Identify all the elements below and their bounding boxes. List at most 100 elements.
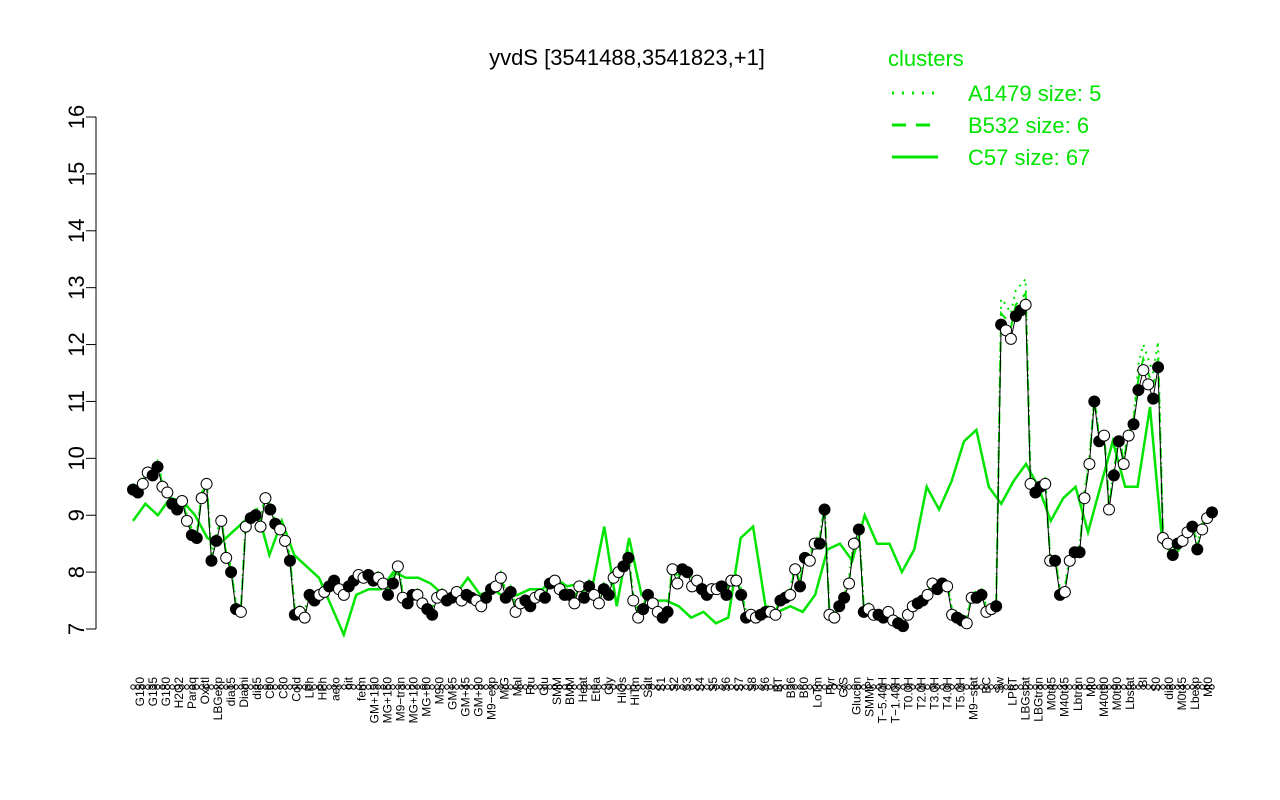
x-tick-label: SMM <box>550 677 564 705</box>
x-rug-mark <box>1091 684 1097 690</box>
x-tick-label: T3.0H <box>928 677 942 710</box>
x-rug-mark <box>159 684 166 690</box>
x-rug-mark <box>238 684 244 690</box>
x-tick-label: T−1.40H <box>888 677 902 723</box>
x-rug-mark <box>610 684 617 690</box>
x-rug-mark <box>704 684 710 690</box>
data-point <box>990 600 1003 613</box>
x-tick-label: Lbexp <box>1188 677 1202 710</box>
x-rug-mark <box>1199 684 1205 690</box>
x-rug-mark <box>782 684 789 690</box>
data-point <box>259 492 272 505</box>
x-rug-mark <box>1037 684 1044 690</box>
x-rug-mark <box>807 684 813 690</box>
x-rug-mark <box>905 684 911 690</box>
data-point <box>1107 469 1120 482</box>
x-rug-mark <box>664 684 671 690</box>
x-tick-label: Paraq <box>185 677 199 709</box>
x-rug-mark <box>674 684 681 690</box>
x-rug-mark <box>1106 684 1112 690</box>
x-tick-label: T0.0H <box>901 677 915 710</box>
x-tick-label: T−5.40H <box>875 677 889 723</box>
data-point <box>161 486 174 499</box>
x-tick-label: G180 <box>159 677 173 707</box>
x-tick-label: dia5 <box>250 677 264 700</box>
x-rug-mark <box>1135 684 1142 690</box>
data-point <box>818 503 831 516</box>
x-rug-mark <box>130 684 136 690</box>
x-rug-mark <box>762 684 769 690</box>
data-point <box>578 591 591 604</box>
x-rug-mark <box>248 684 254 690</box>
x-tick-label: S8 <box>745 677 759 692</box>
x-rug-mark <box>787 684 793 690</box>
x-rug-mark <box>738 684 744 690</box>
x-tick-label: S7 <box>732 677 746 692</box>
x-rug-mark <box>458 684 465 690</box>
x-rug-mark <box>561 684 568 690</box>
x-tick-label: S2 <box>667 677 681 692</box>
x-tick-label: Mt0 <box>1084 677 1098 697</box>
data-point <box>661 605 674 618</box>
data-point <box>1004 332 1017 345</box>
x-tick-label: T4.0H <box>941 677 955 710</box>
data-point <box>494 571 507 584</box>
x-tick-label: M/G <box>498 677 512 700</box>
x-rug-mark <box>434 684 440 690</box>
x-tick-label: LoTm <box>810 677 824 708</box>
x-rug-mark <box>831 684 838 690</box>
x-rug-mark <box>140 684 146 690</box>
x-rug-mark <box>949 684 955 690</box>
x-rug-mark <box>915 684 921 690</box>
x-rug-mark <box>885 684 891 690</box>
x-tick-label: LBGstat <box>1019 676 1033 720</box>
data-point <box>249 509 262 522</box>
x-rug-mark <box>718 684 725 690</box>
x-rug-mark <box>650 684 656 690</box>
x-rug-mark <box>1111 684 1117 690</box>
x-tick-label: aero <box>328 677 342 701</box>
data-point <box>828 611 841 624</box>
x-tick-label: GM+90 <box>472 677 486 717</box>
x-rug-mark <box>640 684 646 690</box>
y-tick-label: 12 <box>64 332 89 356</box>
x-rug-mark <box>463 684 470 690</box>
x-rug-mark <box>910 684 916 690</box>
x-rug-mark <box>233 684 239 690</box>
x-rug-mark <box>390 684 396 690</box>
data-point <box>720 588 733 601</box>
x-rug-mark <box>954 684 960 690</box>
x-tick-label: T5.0H <box>954 677 968 710</box>
data-point <box>190 531 203 544</box>
x-rug-mark <box>1018 684 1024 690</box>
x-rug-mark <box>135 684 141 690</box>
x-rug-mark <box>620 684 627 690</box>
data-point <box>1103 503 1116 516</box>
data-point <box>176 495 189 507</box>
data-point <box>1078 492 1091 505</box>
data-point <box>769 608 782 621</box>
data-point <box>592 597 605 610</box>
x-tick-label: Fru <box>524 677 538 695</box>
x-rug-mark <box>218 684 224 690</box>
legend-label-a1479: A1479 size: 5 <box>968 81 1101 106</box>
x-rug-mark <box>959 684 965 690</box>
data-point <box>504 586 517 599</box>
data-point <box>1137 364 1150 377</box>
x-rug-mark <box>812 684 818 690</box>
x-tick-label: S3 <box>680 677 694 692</box>
data-point <box>1147 392 1160 405</box>
x-tick-label: S4 <box>693 677 707 692</box>
x-rug-mark <box>758 684 764 690</box>
x-rug-mark <box>655 684 661 690</box>
x-rug-mark <box>1032 684 1039 690</box>
x-rug-mark <box>149 684 156 690</box>
data-point <box>1122 429 1135 442</box>
x-rug-mark <box>900 684 906 690</box>
x-rug-mark <box>601 684 607 690</box>
x-rug-mark <box>1125 684 1132 690</box>
data-point <box>220 551 233 564</box>
data-point <box>838 591 851 604</box>
x-rug-mark <box>856 684 862 690</box>
x-rug-mark <box>929 684 936 690</box>
